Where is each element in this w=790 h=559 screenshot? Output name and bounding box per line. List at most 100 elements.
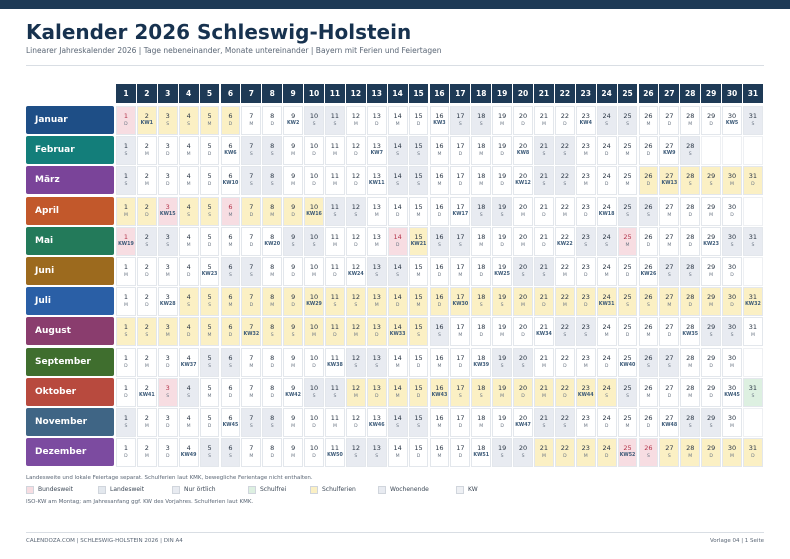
month-row: Mai 1 KW19 2 S 3 S 4 M 5 D 6 M 7 D 8 KW20 9 S 10 S 11 M 12 D 13 M 1… bbox=[26, 226, 764, 257]
day-cell: 15 S bbox=[408, 408, 429, 437]
weekday-abbr: M bbox=[479, 424, 484, 429]
day-cell: 26 KW26 bbox=[638, 257, 659, 286]
weekday-abbr: D bbox=[333, 273, 337, 278]
weekday-abbr: D bbox=[291, 303, 295, 309]
weekday-abbr: M bbox=[709, 273, 714, 278]
weekday-abbr: M bbox=[750, 333, 755, 339]
day-cell: 25 S bbox=[617, 287, 638, 317]
day-number: 3 bbox=[165, 232, 170, 241]
weekday-abbr: M bbox=[583, 182, 588, 188]
day-number: 22 bbox=[560, 414, 569, 422]
weekday-abbr: D bbox=[563, 363, 567, 369]
day-cell: 13 KW11 bbox=[366, 166, 387, 196]
day-header: 12 bbox=[345, 84, 366, 103]
day-cell: 22 KW22 bbox=[554, 226, 575, 256]
day-cell: 29 M bbox=[701, 257, 722, 286]
weekday-abbr: S bbox=[688, 152, 692, 158]
weekday-abbr: D bbox=[124, 393, 128, 399]
weekday-abbr: D bbox=[207, 152, 212, 158]
day-cell: 12 S bbox=[345, 287, 366, 317]
weekday-abbr: M bbox=[395, 454, 400, 460]
day-number: 24 bbox=[602, 112, 611, 120]
day-cell: 31 S bbox=[743, 226, 763, 256]
day-cell: 15 KW21 bbox=[408, 226, 429, 256]
day-number: 18 bbox=[477, 353, 486, 362]
day-cell: 14 D bbox=[387, 226, 408, 256]
day-number: 8 bbox=[270, 293, 275, 302]
day-number: 8 bbox=[270, 353, 275, 362]
day-cell: 19 D bbox=[492, 408, 513, 437]
day-cell: 27 KW9 bbox=[659, 136, 680, 166]
subtitle-divider bbox=[26, 65, 764, 66]
day-cell: 27 D bbox=[659, 377, 680, 407]
day-cell: 17 D bbox=[450, 347, 471, 377]
day-number: 23 bbox=[581, 293, 590, 302]
weekday-abbr: M bbox=[249, 363, 254, 369]
day-header: 30 bbox=[722, 84, 742, 103]
weekday-abbr: M bbox=[479, 152, 484, 158]
weekday-abbr: S bbox=[375, 454, 379, 460]
week-number: KW30 bbox=[452, 302, 469, 308]
weekday-abbr: D bbox=[186, 273, 191, 278]
day-number: 20 bbox=[518, 172, 528, 181]
day-cell: 11 M bbox=[325, 226, 345, 256]
day-number: 3 bbox=[165, 323, 170, 332]
day-number: 25 bbox=[623, 323, 632, 332]
day-header: 27 bbox=[659, 84, 680, 103]
legend-label: Wochenende bbox=[390, 486, 429, 493]
weekday-abbr: S bbox=[145, 333, 149, 339]
day-cell: 23 M bbox=[575, 408, 596, 437]
day-number: 26 bbox=[644, 323, 653, 332]
day-number: 16 bbox=[435, 323, 444, 332]
day-cell: 12 KW24 bbox=[345, 257, 366, 286]
day-number: 18 bbox=[477, 263, 486, 271]
day-number: 7 bbox=[249, 232, 254, 241]
day-number: 20 bbox=[518, 263, 528, 271]
day-cell: 18 M bbox=[471, 166, 492, 196]
weekday-abbr: S bbox=[667, 363, 671, 369]
weekday-abbr: S bbox=[521, 454, 525, 460]
footer-divider bbox=[26, 532, 764, 533]
day-number: 25 bbox=[623, 232, 632, 241]
day-number: 10 bbox=[309, 293, 319, 302]
weekday-abbr: D bbox=[458, 182, 463, 188]
day-number: 29 bbox=[706, 414, 716, 422]
weekday-abbr: D bbox=[249, 212, 254, 218]
week-number: KW7 bbox=[370, 151, 383, 157]
weekday-abbr: S bbox=[166, 122, 170, 127]
day-cell: 22 D bbox=[554, 377, 575, 407]
weekday-abbr: S bbox=[688, 424, 692, 429]
legend-swatch bbox=[98, 486, 106, 494]
weekday-abbr: S bbox=[208, 303, 211, 309]
weekday-abbr: S bbox=[730, 242, 734, 248]
page-title: Kalender 2026 Schleswig-Holstein bbox=[26, 20, 412, 44]
weekday-abbr: M bbox=[688, 122, 693, 127]
day-cell: 31 D bbox=[743, 166, 763, 196]
weekday-abbr: D bbox=[583, 303, 588, 309]
day-cell: 3 KW15 bbox=[157, 196, 178, 226]
day-number: 14 bbox=[393, 414, 402, 422]
weekday-abbr: M bbox=[479, 182, 484, 188]
day-number: 15 bbox=[414, 414, 423, 422]
empty-day-cell bbox=[701, 136, 722, 166]
day-number: 8 bbox=[270, 323, 275, 332]
day-number: 26 bbox=[644, 142, 653, 151]
day-number: 29 bbox=[706, 383, 716, 392]
month-row: Juli 1 M 2 D 3 KW28 4 S 5 S 6 M 7 D 8 M 9 D 10 KW29 11 S 12 S 13 M… bbox=[26, 287, 764, 317]
day-number: 9 bbox=[291, 232, 296, 241]
weekday-abbr: M bbox=[730, 424, 735, 429]
day-number: 28 bbox=[686, 172, 695, 181]
day-number: 21 bbox=[539, 323, 549, 332]
day-number: 12 bbox=[351, 293, 360, 302]
day-number: 30 bbox=[727, 112, 737, 120]
day-cell: 22 M bbox=[554, 287, 575, 317]
week-number: KW48 bbox=[661, 423, 678, 428]
